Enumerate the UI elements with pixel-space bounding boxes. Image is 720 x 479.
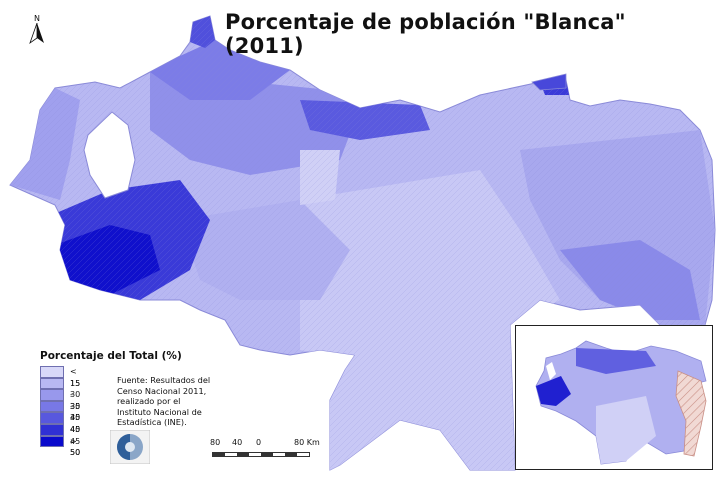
legend-title: Porcentaje del Total (%) xyxy=(40,350,182,362)
inset-claimed-hatch xyxy=(676,371,706,456)
north-label: N xyxy=(34,14,40,23)
north-arrow: N xyxy=(26,14,48,47)
legend-swatch xyxy=(40,423,64,436)
legend-label: 45 - 50 xyxy=(70,424,81,458)
legend-swatch xyxy=(40,435,64,448)
map-title: Porcentaje de población "Blanca" (2011) xyxy=(225,10,626,58)
lake-maracaibo xyxy=(83,111,136,199)
legend-label: 15 - 30 xyxy=(70,378,81,411)
legend-swatch xyxy=(40,366,64,378)
ine-logo-icon xyxy=(110,430,150,464)
legend-label: > 50 xyxy=(70,436,81,458)
inset-map xyxy=(515,325,713,470)
scale-tick-label: 80 Km xyxy=(294,438,320,447)
legend-swatch xyxy=(40,400,64,413)
scale-tick-label: 0 xyxy=(256,438,262,447)
legend-swatch xyxy=(40,389,64,401)
scale-bar: 80 40 0 80 Km xyxy=(208,438,320,466)
scale-tick-label: 40 xyxy=(232,438,243,447)
inset-map-graphic xyxy=(535,340,707,465)
legend-label: 30 - 35 xyxy=(70,390,81,423)
legend-swatch xyxy=(40,412,64,424)
legend-label: < 15 xyxy=(70,367,81,388)
inset-west-dark xyxy=(536,376,571,406)
island-margarita xyxy=(531,73,567,91)
north-arrow-icon xyxy=(29,22,44,45)
scale-graphic xyxy=(212,452,310,457)
scale-tick-label: 80 xyxy=(210,438,221,447)
inset-lake xyxy=(546,362,556,380)
source-note: Fuente: Resultados del Censo Nacional 20… xyxy=(117,375,211,428)
legend-label: 40 - 45 xyxy=(70,413,81,446)
legend-swatch xyxy=(40,377,64,390)
inset-north-dark xyxy=(576,348,656,374)
inset-south-pale xyxy=(596,396,656,464)
legend-label: 35 - 40 xyxy=(70,401,81,434)
